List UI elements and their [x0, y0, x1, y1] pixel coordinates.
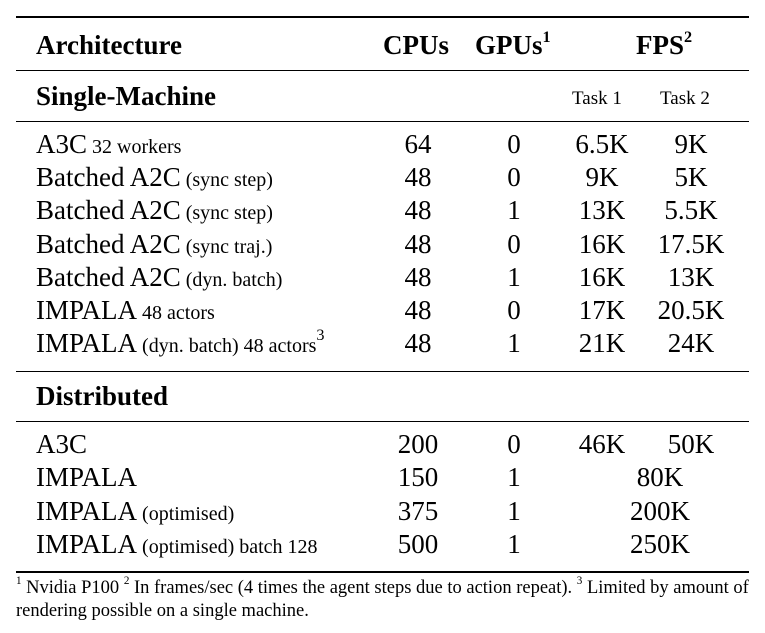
row-gpus: 0 — [507, 429, 521, 459]
row-architecture: IMPALA (dyn. batch) 48 actors3 — [36, 326, 325, 358]
row-fps-combined: 80K — [636, 462, 684, 492]
row-fps-task1: 6.5K — [575, 129, 629, 159]
architecture-name: IMPALA — [36, 529, 138, 559]
row-fps-task1: 13K — [578, 195, 626, 225]
row-architecture: A3C 32 workers — [36, 131, 181, 158]
row-fps-task1: 46K — [578, 429, 626, 459]
architecture-name: Batched A2C — [36, 162, 181, 192]
footnote-3-text: Limited by amount of rendering possible … — [16, 578, 749, 621]
architecture-qualifier: (dyn. batch) — [180, 269, 283, 291]
architecture-name: A3C — [36, 129, 88, 159]
row-architecture: Batched A2C (sync step) — [36, 164, 273, 191]
row-fps-task1: 17K — [578, 295, 626, 325]
header-architecture: Architecture — [36, 30, 182, 60]
row-fps-task2: 9K — [674, 129, 708, 159]
architecture-name: Batched A2C — [36, 195, 181, 225]
row-architecture: IMPALA 48 actors — [36, 297, 215, 324]
bottom-rule — [16, 571, 749, 573]
row-architecture: Batched A2C (dyn. batch) — [36, 264, 282, 291]
footnote-1-mark: 1 — [16, 575, 22, 588]
row-fps-task1: 9K — [585, 162, 619, 192]
architecture-name: IMPALA — [36, 328, 138, 358]
row-cpus: 48 — [404, 328, 432, 358]
row-gpus: 1 — [507, 262, 521, 292]
header-fps: FPS2 — [636, 28, 692, 60]
row-cpus: 48 — [404, 262, 432, 292]
header-fps-footnote-mark: 2 — [684, 27, 693, 46]
row-fps-task2: 5K — [674, 162, 708, 192]
row-architecture: IMPALA — [36, 464, 137, 491]
distributed-section-rule — [16, 371, 749, 372]
row-fps-task1: 16K — [578, 229, 626, 259]
footnote-1-text: Nvidia P100 — [21, 578, 124, 598]
row-fps-task2: 5.5K — [664, 195, 718, 225]
row-gpus: 1 — [507, 496, 521, 526]
row-fps-task2: 17.5K — [657, 229, 725, 259]
architecture-name: IMPALA — [36, 496, 138, 526]
row-fps-task1: 16K — [578, 262, 626, 292]
distributed-header-rule — [16, 421, 749, 422]
footnote-3-mark: 3 — [576, 575, 583, 588]
architecture-name: IMPALA — [36, 295, 138, 325]
row-gpus: 0 — [507, 229, 521, 259]
section-title-distributed: Distributed — [36, 381, 169, 411]
row-fps-task2: 24K — [667, 328, 715, 358]
header-fps-label: FPS — [636, 30, 685, 60]
footnote: 1 Nvidia P100 2 In frames/sec (4 times t… — [16, 575, 751, 623]
row-fps-combined: 200K — [630, 496, 690, 526]
row-cpus: 48 — [404, 295, 432, 325]
architecture-qualifier: (sync traj.) — [180, 236, 273, 258]
row-fps-task1: 21K — [578, 328, 626, 358]
architecture-qualifier: (sync step) — [180, 202, 273, 224]
footnote-2-mark: 2 — [123, 575, 130, 588]
single-machine-header-rule — [16, 121, 749, 122]
row-architecture: IMPALA (optimised) — [36, 498, 234, 525]
header-gpus-label: GPUs — [475, 30, 543, 60]
architecture-name: IMPALA — [36, 462, 138, 492]
row-gpus: 1 — [507, 529, 521, 559]
architecture-name: Batched A2C — [36, 229, 181, 259]
header-gpus-footnote-mark: 1 — [542, 27, 551, 46]
row-architecture: A3C — [36, 431, 87, 458]
row-gpus: 1 — [507, 328, 521, 358]
architecture-footnote-mark: 3 — [316, 325, 325, 344]
row-gpus: 1 — [507, 462, 521, 492]
row-gpus: 1 — [507, 195, 521, 225]
architecture-qualifier: 32 workers — [87, 136, 182, 158]
subheader-task-2: Task 2 — [660, 88, 710, 109]
architecture-qualifier: (sync step) — [180, 169, 273, 191]
row-gpus: 0 — [507, 129, 521, 159]
header-gpus: GPUs1 — [475, 28, 551, 60]
row-architecture: Batched A2C (sync traj.) — [36, 231, 272, 258]
row-cpus: 64 — [404, 129, 432, 159]
row-cpus: 48 — [404, 162, 432, 192]
row-fps-task2: 13K — [667, 262, 715, 292]
top-rule — [16, 16, 749, 18]
section-title-single-machine: Single-Machine — [36, 81, 216, 111]
architecture-name: Batched A2C — [36, 262, 181, 292]
row-gpus: 0 — [507, 295, 521, 325]
architecture-qualifier: (dyn. batch) 48 actors — [137, 335, 317, 357]
row-fps-task2: 50K — [667, 429, 715, 459]
architecture-name: A3C — [36, 429, 88, 459]
footnote-2-text: In frames/sec (4 times the agent steps d… — [129, 578, 577, 598]
row-cpus: 150 — [397, 462, 439, 492]
row-cpus: 500 — [397, 529, 439, 559]
row-fps-task2: 20.5K — [657, 295, 725, 325]
row-cpus: 375 — [397, 496, 439, 526]
header-cpus: CPUs — [383, 30, 449, 60]
architecture-qualifier: (optimised) — [137, 503, 235, 525]
row-cpus: 200 — [397, 429, 439, 459]
architecture-qualifier: (optimised) batch 128 — [137, 536, 318, 558]
architecture-qualifier: 48 actors — [137, 302, 215, 324]
header-rule — [16, 70, 749, 71]
row-architecture: Batched A2C (sync step) — [36, 197, 273, 224]
subheader-task-1: Task 1 — [572, 88, 622, 109]
row-architecture: IMPALA (optimised) batch 128 — [36, 531, 318, 558]
row-fps-combined: 250K — [630, 529, 690, 559]
row-gpus: 0 — [507, 162, 521, 192]
row-cpus: 48 — [404, 229, 432, 259]
row-cpus: 48 — [404, 195, 432, 225]
